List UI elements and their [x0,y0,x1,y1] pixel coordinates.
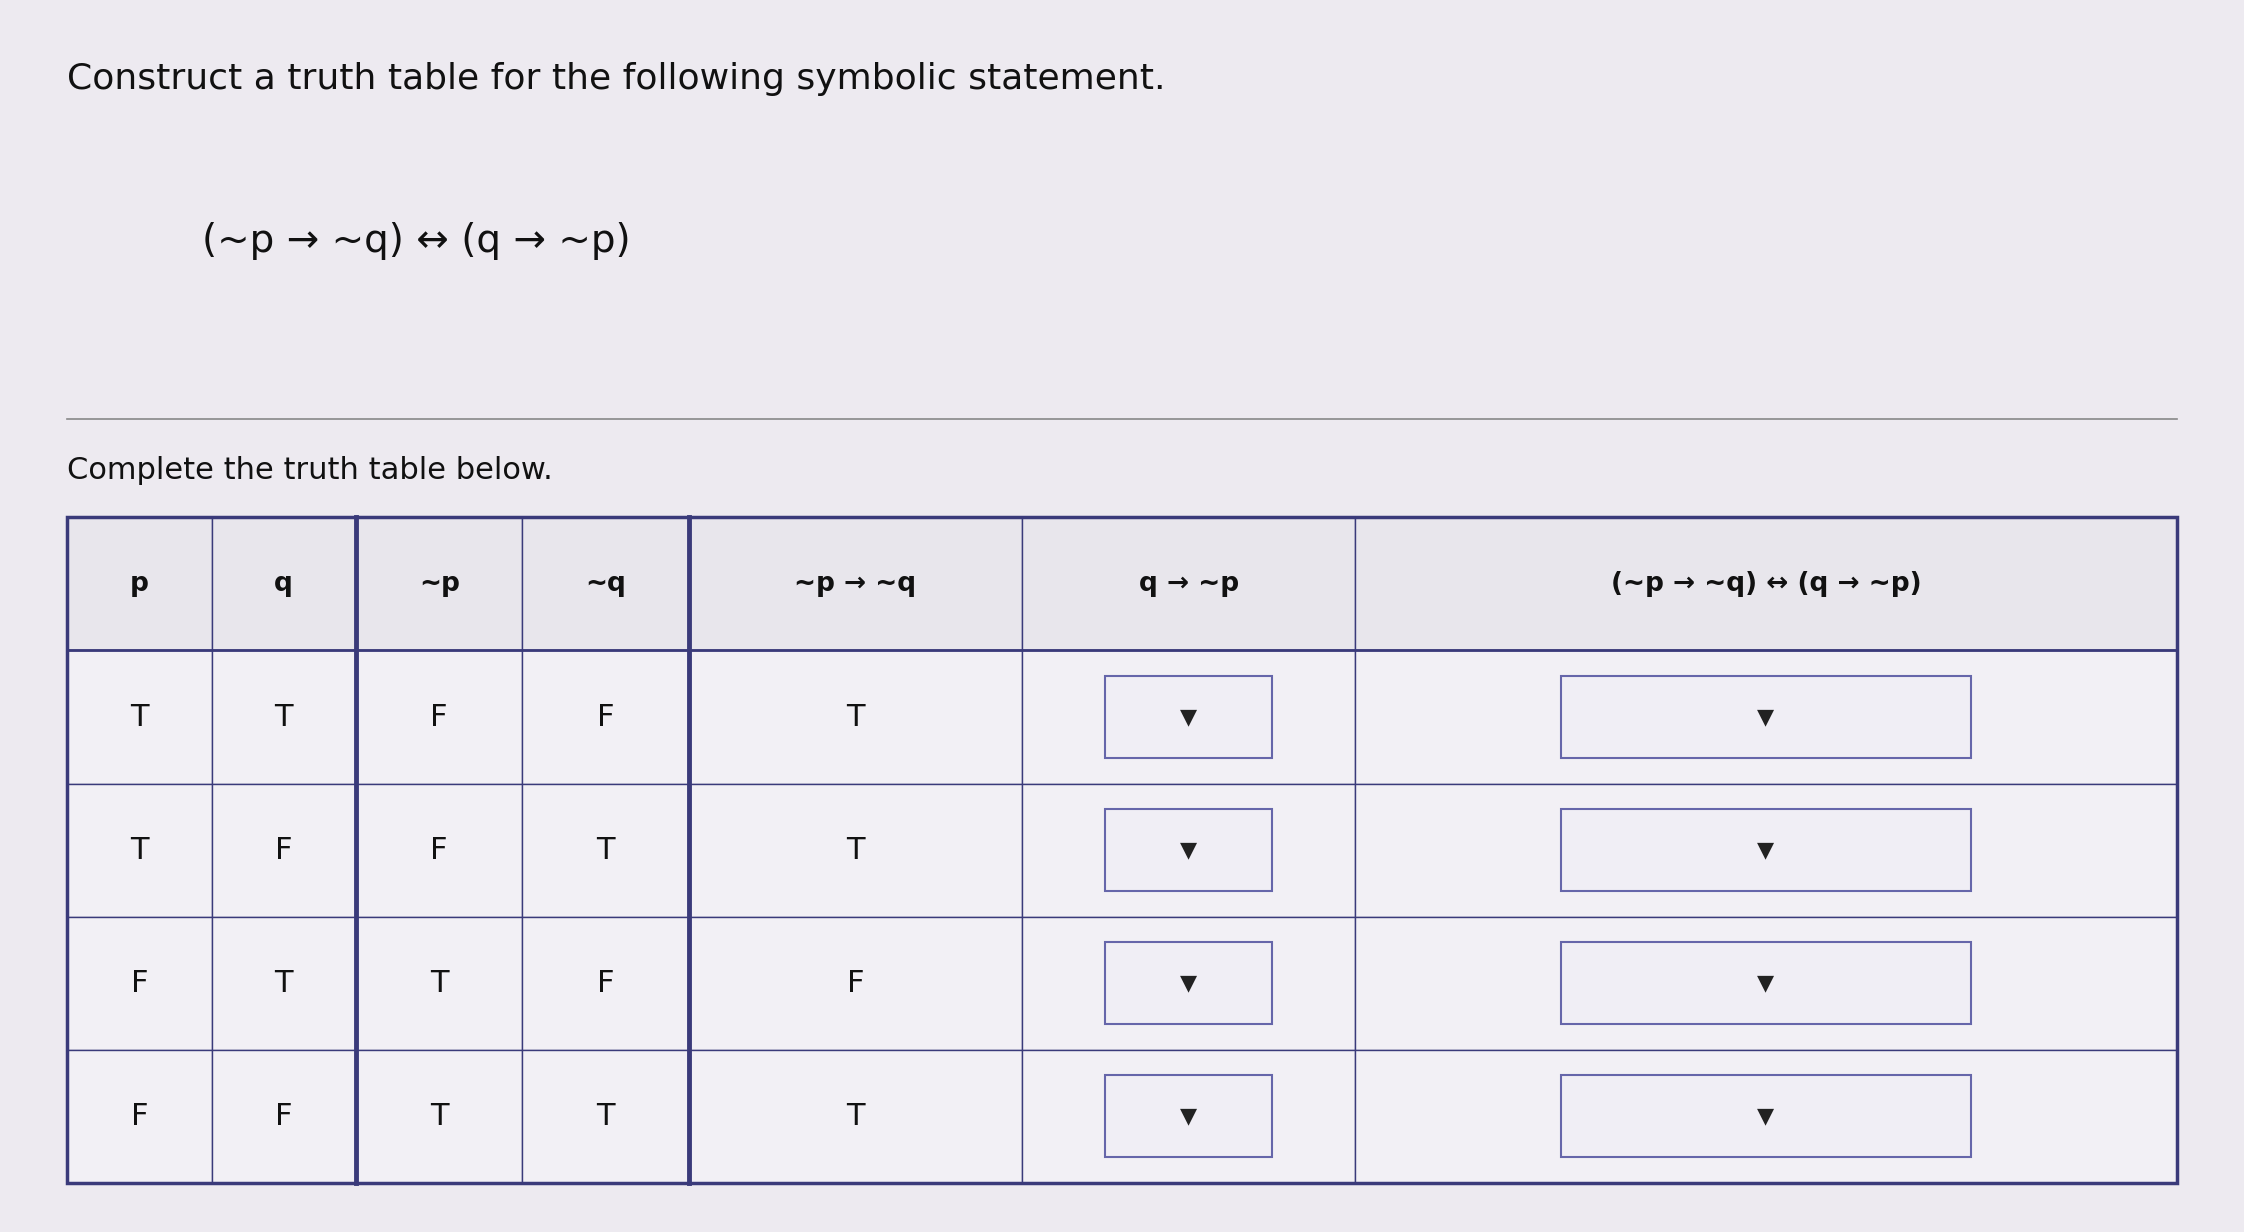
Text: F: F [846,968,864,998]
Bar [1021,517,1355,650]
Bar [523,917,689,1050]
Bar [1106,1076,1272,1157]
Text: T: T [130,835,148,865]
Bar [1560,676,1970,758]
Bar [67,517,211,650]
Bar [1106,942,1272,1024]
Bar [1106,809,1272,891]
Text: ~q: ~q [586,570,626,598]
Bar [211,784,357,917]
Text: T: T [846,702,864,732]
Bar [67,1050,211,1183]
Text: F: F [130,968,148,998]
Text: ▼: ▼ [1757,707,1775,727]
Text: ▼: ▼ [1757,840,1775,860]
Bar [1560,809,1970,891]
Bar [1021,650,1355,784]
Bar [523,650,689,784]
Bar [67,917,211,1050]
Bar [357,517,523,650]
Text: (~p → ~q) ↔ (q → ~p): (~p → ~q) ↔ (q → ~p) [202,222,631,260]
Bar [67,784,211,917]
Bar [211,1050,357,1183]
Bar [1560,1076,1970,1157]
Text: ~p → ~q: ~p → ~q [794,570,916,598]
Bar [1355,1050,2177,1183]
Text: T: T [597,835,615,865]
Bar [67,517,2177,1183]
Text: F: F [431,702,449,732]
Bar [211,517,357,650]
Text: F: F [597,702,615,732]
Text: ▼: ▼ [1757,973,1775,993]
Bar [1021,917,1355,1050]
Text: ▼: ▼ [1180,707,1196,727]
Text: ▼: ▼ [1180,1106,1196,1126]
Bar [1021,784,1355,917]
Bar [1355,650,2177,784]
Bar [523,784,689,917]
Bar [1560,942,1970,1024]
Text: p: p [130,570,148,598]
Text: T: T [274,702,294,732]
Text: T: T [130,702,148,732]
Text: T: T [846,835,864,865]
Text: F: F [431,835,449,865]
Bar [357,784,523,917]
Bar [1355,784,2177,917]
Bar [1355,517,2177,650]
Bar [1355,917,2177,1050]
Text: Complete the truth table below.: Complete the truth table below. [67,456,552,485]
Bar [689,650,1021,784]
Bar [357,917,523,1050]
Bar [689,1050,1021,1183]
Text: T: T [597,1101,615,1131]
Text: F: F [130,1101,148,1131]
Bar [357,650,523,784]
Bar [67,650,211,784]
Bar [523,1050,689,1183]
Text: ▼: ▼ [1180,973,1196,993]
Text: T: T [431,1101,449,1131]
Bar [211,650,357,784]
Bar [523,517,689,650]
Text: ~p: ~p [420,570,460,598]
Bar [689,517,1021,650]
Text: ▼: ▼ [1180,840,1196,860]
Bar [357,1050,523,1183]
Text: q → ~p: q → ~p [1138,570,1239,598]
Text: q: q [274,570,294,598]
Bar [689,784,1021,917]
Bar [1106,676,1272,758]
Bar [1021,1050,1355,1183]
Text: (~p → ~q) ↔ (q → ~p): (~p → ~q) ↔ (q → ~p) [1611,570,1921,598]
Text: F: F [276,835,292,865]
Text: F: F [276,1101,292,1131]
Text: T: T [274,968,294,998]
Text: ▼: ▼ [1757,1106,1775,1126]
Text: T: T [431,968,449,998]
Text: T: T [846,1101,864,1131]
Bar [211,917,357,1050]
Bar [689,917,1021,1050]
Text: F: F [597,968,615,998]
Text: Construct a truth table for the following symbolic statement.: Construct a truth table for the followin… [67,62,1167,96]
